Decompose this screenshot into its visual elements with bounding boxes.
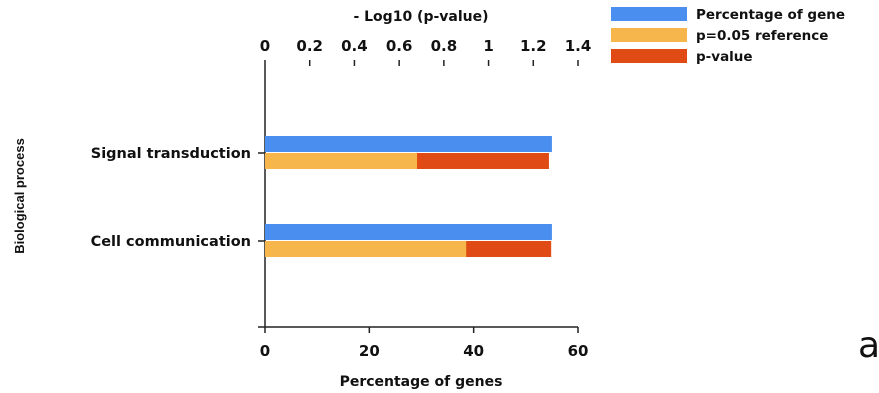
x-top-tick-label: 0.6 bbox=[386, 37, 413, 55]
legend-swatch bbox=[611, 7, 687, 21]
legend: Percentage of gene p=0.05 reference p-valu… bbox=[611, 7, 845, 65]
axes bbox=[264, 66, 578, 328]
legend-label: p=0.05 reference bbox=[696, 28, 828, 44]
y-axis-title: Biological process bbox=[12, 138, 27, 254]
legend-swatch bbox=[611, 49, 687, 63]
bar-percentage-of-gene bbox=[265, 224, 552, 240]
x-axis-title-top: - Log10 (p-value) bbox=[353, 9, 488, 25]
category-label: Signal transduction bbox=[91, 146, 251, 162]
legend-label: p-value bbox=[696, 49, 753, 65]
x-top-tick-label: 1.2 bbox=[520, 37, 547, 55]
x-top-tick-label: 0.2 bbox=[296, 37, 323, 55]
x-bottom-tick-label: 60 bbox=[568, 342, 589, 360]
category-ticks: Signal transduction Cell communication bbox=[91, 146, 265, 328]
panel-label: a bbox=[858, 325, 879, 366]
x-bottom-tick-label: 0 bbox=[260, 342, 270, 360]
x-top-tick-label: 0 bbox=[260, 37, 270, 55]
bars bbox=[265, 136, 552, 257]
x-bottom-tick-label: 20 bbox=[359, 342, 380, 360]
x-bottom-tick-label: 40 bbox=[463, 342, 484, 360]
x-axis-title-bottom: Percentage of genes bbox=[340, 374, 503, 390]
bar-p-reference bbox=[265, 153, 418, 169]
legend-label: Percentage of gene bbox=[696, 7, 845, 23]
category-label: Cell communication bbox=[91, 234, 251, 250]
tick-labels: 0 20 40 60 0 0.2 0.4 0.6 0.8 1 1.2 1.4 bbox=[260, 37, 592, 360]
x-top-tick-label: 0.8 bbox=[431, 37, 458, 55]
x-top-tick-label: 0.4 bbox=[341, 37, 368, 55]
bar-p-reference bbox=[265, 241, 467, 257]
x-top-tick-label: 1.4 bbox=[565, 37, 592, 55]
x-top-tick-label: 1 bbox=[483, 37, 493, 55]
legend-swatch bbox=[611, 28, 687, 42]
bar-percentage-of-gene bbox=[265, 136, 552, 152]
